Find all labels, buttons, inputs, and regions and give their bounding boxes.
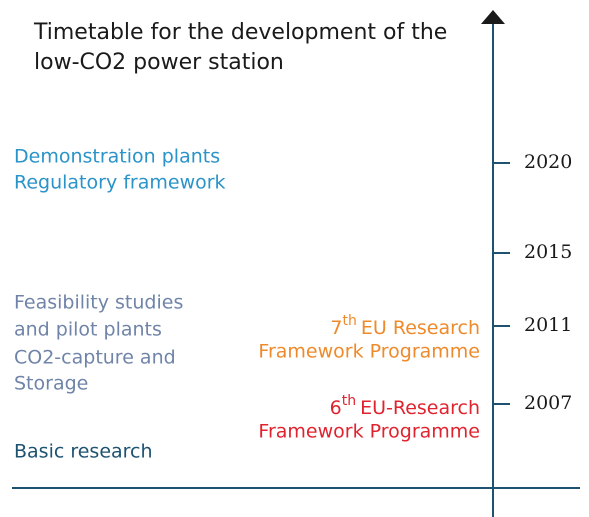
milestone-label: Feasibility studies xyxy=(14,292,183,314)
milestone-label: Basic research xyxy=(14,441,153,463)
programme-label: 6th EU-Research xyxy=(330,393,480,419)
milestone-label: and pilot plants xyxy=(14,319,162,341)
year-label: 2020 xyxy=(524,151,572,173)
milestone-label: CO2-capture and xyxy=(14,347,176,369)
programme-name: EU-Research xyxy=(360,397,480,419)
milestone-label: Regulatory framework xyxy=(14,172,226,194)
year-label: 2007 xyxy=(524,392,572,414)
ordinal-suffix: th xyxy=(342,393,356,409)
ordinal-suffix: th xyxy=(343,313,357,329)
year-label: 2011 xyxy=(524,314,572,336)
year-ticks: 2020 2015 2011 2007 xyxy=(493,151,572,414)
programme-label: Framework Programme xyxy=(258,341,480,363)
year-label: 2015 xyxy=(524,241,572,263)
programme-label: Framework Programme xyxy=(258,421,480,443)
title-line: Timetable for the development of the xyxy=(33,20,447,45)
programme-label: 7th EU Research xyxy=(330,313,480,339)
milestone-label: Demonstration plants xyxy=(14,146,220,168)
title-line: low-CO2 power station xyxy=(34,50,284,75)
ordinal: 7 xyxy=(330,317,342,339)
milestone-label: Storage xyxy=(14,373,88,395)
ordinal: 6 xyxy=(330,397,342,419)
programme-name: EU Research xyxy=(361,317,480,339)
axis-arrow xyxy=(481,10,505,24)
